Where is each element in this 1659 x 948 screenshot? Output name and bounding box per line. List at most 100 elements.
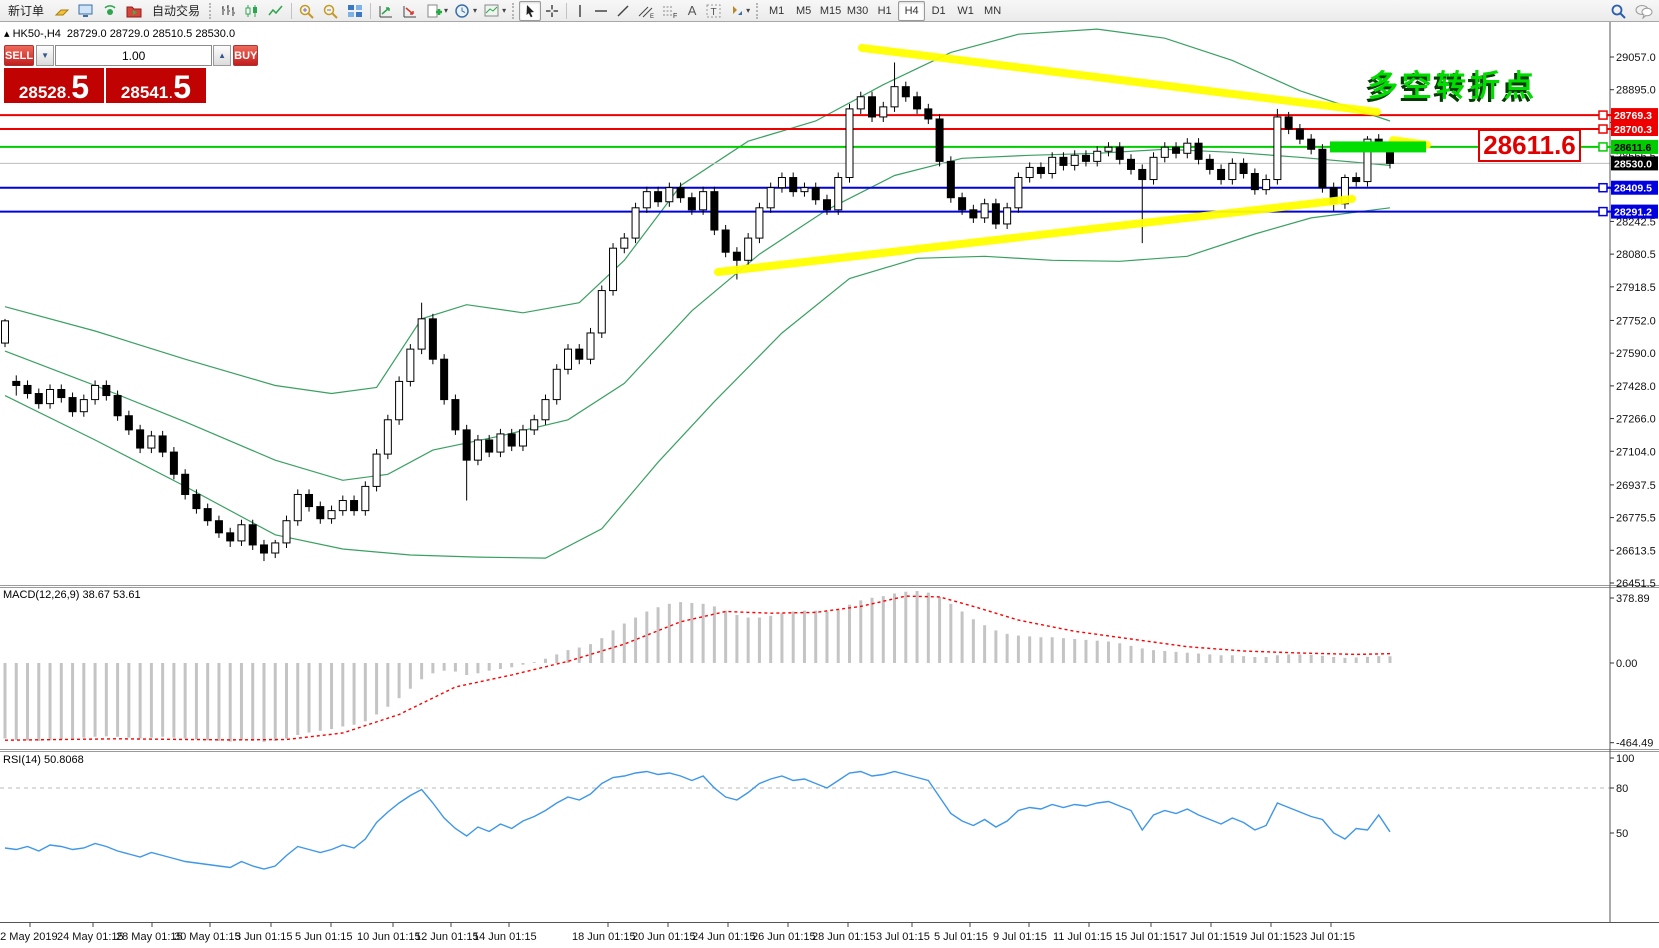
svg-text:12 Jun 01:15: 12 Jun 01:15 [415, 931, 479, 943]
svg-text:24 Jun 01:15: 24 Jun 01:15 [692, 931, 756, 943]
horizontal-line-tool[interactable] [590, 1, 612, 21]
toolbar-grip [512, 2, 516, 19]
svg-text:28611.6: 28611.6 [1614, 142, 1652, 154]
volume-increase-button[interactable]: ▲ [213, 45, 232, 66]
svg-text:5 Jul 01:15: 5 Jul 01:15 [934, 931, 988, 943]
search-icon[interactable] [1607, 1, 1631, 21]
svg-text:28611.6: 28611.6 [1483, 130, 1576, 160]
trendline-tool[interactable] [612, 1, 634, 21]
toolbar-separator [291, 2, 293, 19]
svg-text:28409.5: 28409.5 [1614, 183, 1652, 195]
tab-timeframe-m5[interactable]: M5 [795, 4, 812, 17]
svg-text:27428.0: 27428.0 [1616, 381, 1656, 393]
collapse-arrow-icon[interactable]: ▴ [4, 28, 13, 40]
svg-text:5 Jun 01:15: 5 Jun 01:15 [295, 931, 353, 943]
buy-price-main: 28541 [120, 83, 169, 102]
chart-window-icon[interactable] [74, 1, 98, 21]
svg-text:0.00: 0.00 [1616, 658, 1637, 670]
buy-price[interactable]: 28541. 5 [106, 68, 206, 103]
cursor-tool[interactable] [519, 0, 542, 21]
svg-text:11 Jul 01:15: 11 Jul 01:15 [1053, 931, 1112, 943]
new-order-button[interactable]: 新订单 [8, 4, 45, 18]
svg-text:T: T [711, 7, 717, 18]
chart-canvas[interactable]: 28611.6多空转折点多空转折点29057.028895.028733.028… [0, 22, 1659, 948]
buy-button[interactable]: BUY [233, 45, 259, 66]
svg-text:-464.49: -464.49 [1616, 738, 1653, 750]
svg-text:28291.2: 28291.2 [1614, 207, 1652, 219]
svg-text:26775.5: 26775.5 [1616, 513, 1656, 525]
svg-text:22 May 2019: 22 May 2019 [0, 931, 58, 943]
channel-tool[interactable]: E [634, 1, 658, 21]
svg-text:27752.0: 27752.0 [1616, 315, 1656, 327]
text-label-tool[interactable]: T [702, 1, 726, 21]
profile-down-icon[interactable] [398, 1, 422, 21]
svg-text:100: 100 [1616, 753, 1634, 765]
svg-text:50: 50 [1616, 828, 1628, 840]
sell-price-main: 28528 [18, 83, 67, 102]
rsi-indicator-label: RSI(14) 50.8068 [3, 754, 84, 766]
svg-text:28700.3: 28700.3 [1614, 124, 1652, 136]
svg-text:9 Jul 01:15: 9 Jul 01:15 [993, 931, 1047, 943]
svg-text:F: F [673, 13, 677, 19]
tab-timeframe-d1[interactable]: D1 [931, 4, 946, 17]
fibonacci-tool[interactable]: F [658, 1, 682, 21]
tab-timeframe-m15[interactable]: M15 [819, 4, 842, 17]
profile-up-icon[interactable] [374, 1, 398, 21]
text-tool[interactable]: A [687, 3, 697, 18]
line-chart-type-icon[interactable] [264, 1, 288, 21]
sell-price-dot: . [67, 89, 71, 101]
chart-templates-icon[interactable]: ▾ [480, 1, 509, 21]
vertical-line-tool[interactable] [570, 1, 590, 21]
svg-text:18 Jun 01:15: 18 Jun 01:15 [572, 931, 636, 943]
tab-timeframe-w1[interactable]: W1 [957, 4, 974, 17]
volume-input[interactable] [55, 45, 213, 66]
tab-timeframe-m30[interactable]: M30 [846, 4, 869, 17]
tab-timeframe-m1[interactable]: M1 [768, 4, 785, 17]
buy-price-dot: . [169, 89, 173, 101]
auto-trading-folder-icon[interactable] [122, 1, 146, 21]
quote-line: ▴ HK50-,H4 28729.0 28729.0 28510.5 28530.… [4, 27, 235, 40]
sell-price[interactable]: 28528. 5 [4, 68, 104, 103]
svg-text:28895.0: 28895.0 [1616, 85, 1656, 97]
tile-windows-icon[interactable] [343, 1, 367, 21]
svg-text:27104.0: 27104.0 [1616, 446, 1656, 458]
zoom-out-icon[interactable] [319, 1, 343, 21]
signal-icon[interactable] [98, 1, 122, 21]
svg-text:23 Jul 01:15: 23 Jul 01:15 [1295, 931, 1355, 943]
chevron-down-icon: ▾ [746, 6, 751, 15]
indicators-add-icon[interactable]: ▾ [422, 1, 451, 21]
svg-text:17 Jul 01:15: 17 Jul 01:15 [1175, 931, 1235, 943]
svg-text:28 Jun 01:15: 28 Jun 01:15 [812, 931, 876, 943]
tab-timeframe-h1[interactable]: H1 [877, 4, 892, 17]
volume-decrease-button[interactable]: ▼ [36, 45, 55, 66]
arrows-tool[interactable]: ▾ [726, 1, 753, 21]
svg-text:28 May 01:15: 28 May 01:15 [116, 931, 183, 943]
svg-text:26451.5: 26451.5 [1616, 578, 1656, 590]
tab-timeframe-mn[interactable]: MN [984, 4, 1002, 17]
crosshair-tool[interactable] [541, 1, 563, 21]
svg-text:24 May 01:15: 24 May 01:15 [57, 931, 124, 943]
auto-trading-button[interactable]: 自动交易 [152, 4, 201, 18]
svg-text:15 Jul 01:15: 15 Jul 01:15 [1115, 931, 1175, 943]
svg-text:27590.0: 27590.0 [1616, 348, 1656, 360]
gold-icon[interactable] [50, 1, 74, 21]
symbol-period: HK50-,H4 [12, 28, 61, 40]
bar-chart-type-icon[interactable] [216, 1, 240, 21]
toolbar-grip [209, 2, 213, 19]
svg-text:26613.5: 26613.5 [1616, 545, 1656, 557]
zoom-in-icon[interactable] [295, 1, 319, 21]
candlestick-chart-type-icon[interactable] [240, 1, 264, 21]
tab-timeframe-h4[interactable]: H4 [898, 0, 926, 21]
sell-button[interactable]: SELL [4, 45, 35, 66]
chevron-down-icon: ▾ [444, 6, 449, 15]
chat-icon[interactable] [1631, 1, 1657, 21]
buy-price-frac: 5 [173, 68, 192, 105]
svg-text:3 Jun 01:15: 3 Jun 01:15 [235, 931, 293, 943]
svg-text:20 Jun 01:15: 20 Jun 01:15 [632, 931, 696, 943]
svg-text:28530.0: 28530.0 [1614, 158, 1652, 170]
svg-text:80: 80 [1616, 783, 1628, 795]
svg-text:27918.5: 27918.5 [1616, 282, 1656, 294]
svg-text:28242.5: 28242.5 [1616, 216, 1656, 228]
svg-text:29057.0: 29057.0 [1616, 52, 1656, 64]
periods-clock-icon[interactable]: ▾ [451, 1, 480, 21]
